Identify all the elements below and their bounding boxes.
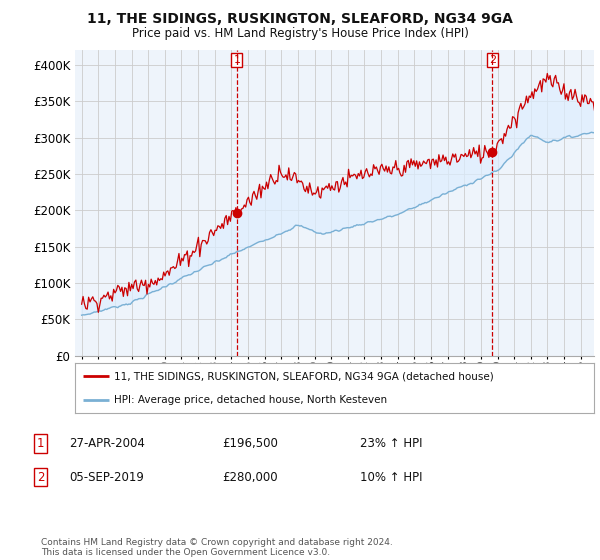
Text: 27-APR-2004: 27-APR-2004 xyxy=(69,437,145,450)
Text: 1: 1 xyxy=(37,437,44,450)
Text: Contains HM Land Registry data © Crown copyright and database right 2024.
This d: Contains HM Land Registry data © Crown c… xyxy=(41,538,392,557)
Text: 05-SEP-2019: 05-SEP-2019 xyxy=(69,470,144,484)
Text: 11, THE SIDINGS, RUSKINGTON, SLEAFORD, NG34 9GA (detached house): 11, THE SIDINGS, RUSKINGTON, SLEAFORD, N… xyxy=(114,371,494,381)
Text: £196,500: £196,500 xyxy=(222,437,278,450)
Text: 10% ↑ HPI: 10% ↑ HPI xyxy=(360,470,422,484)
Text: £280,000: £280,000 xyxy=(222,470,278,484)
Text: 2: 2 xyxy=(488,55,496,65)
Text: 23% ↑ HPI: 23% ↑ HPI xyxy=(360,437,422,450)
Text: 1: 1 xyxy=(233,55,241,65)
Text: Price paid vs. HM Land Registry's House Price Index (HPI): Price paid vs. HM Land Registry's House … xyxy=(131,27,469,40)
Text: HPI: Average price, detached house, North Kesteven: HPI: Average price, detached house, Nort… xyxy=(114,395,387,405)
Text: 11, THE SIDINGS, RUSKINGTON, SLEAFORD, NG34 9GA: 11, THE SIDINGS, RUSKINGTON, SLEAFORD, N… xyxy=(87,12,513,26)
Text: 2: 2 xyxy=(37,470,44,484)
